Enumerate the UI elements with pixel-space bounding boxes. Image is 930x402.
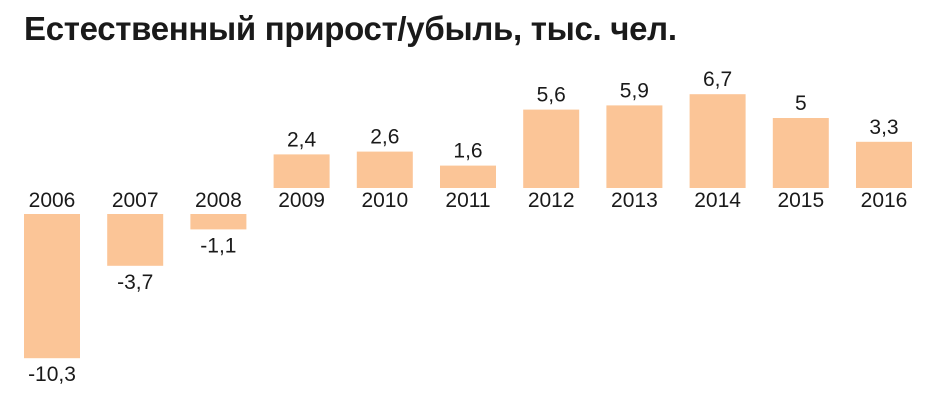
year-label-2008: 2008 (195, 189, 242, 212)
year-label-2011: 2011 (445, 189, 490, 212)
value-label-2009: 2,4 (287, 128, 317, 151)
bar-2013 (606, 105, 663, 188)
bar-2010 (356, 151, 413, 188)
bar-2016 (856, 141, 912, 188)
year-label-2010: 2010 (361, 189, 408, 212)
year-label-2015: 2015 (777, 189, 824, 212)
value-label-2013: 5,9 (620, 79, 649, 102)
year-label-2012: 2012 (528, 189, 575, 212)
value-label-2016: 3,3 (869, 116, 898, 139)
bar-2008 (190, 214, 247, 230)
value-label-2010: 2,6 (370, 126, 399, 149)
bar-2014 (689, 94, 746, 188)
year-label-2013: 2013 (611, 189, 658, 212)
year-label-2007: 2007 (112, 189, 159, 212)
value-label-2007: -3,7 (117, 271, 153, 294)
bar-2007 (107, 214, 164, 266)
bar-2006 (24, 214, 80, 359)
year-label-2014: 2014 (694, 189, 741, 212)
value-label-2008: -1,1 (200, 234, 236, 257)
value-label-2014: 6,7 (703, 68, 732, 91)
chart-title: Естественный прирост/убыль, тыс. чел. (24, 10, 677, 47)
value-label-2012: 5,6 (537, 84, 566, 107)
bar-2011 (440, 165, 496, 188)
bar-2015 (772, 118, 829, 188)
year-label-2006: 2006 (29, 189, 76, 212)
year-label-2016: 2016 (861, 189, 908, 212)
value-label-2015: 5 (795, 92, 807, 115)
value-label-2011: 1,6 (453, 140, 482, 163)
value-label-2006: -10,3 (28, 363, 76, 386)
bar-2009 (273, 154, 330, 188)
bar-2012 (523, 109, 580, 188)
year-label-2009: 2009 (278, 189, 325, 212)
